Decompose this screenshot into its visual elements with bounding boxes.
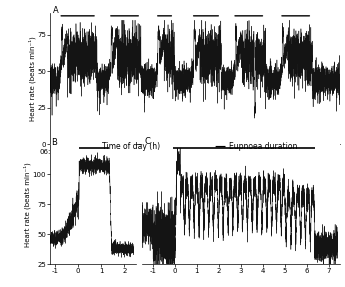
Text: Time of day (h): Time of day (h) [102,142,160,151]
Text: —: — [214,142,225,152]
Text: Eupnoea duration: Eupnoea duration [229,142,298,151]
Y-axis label: Heart rate (beats min⁻¹): Heart rate (beats min⁻¹) [23,162,31,247]
Text: C: C [144,137,150,146]
Text: A: A [53,6,59,15]
Y-axis label: Heart rate (beats min⁻¹): Heart rate (beats min⁻¹) [28,36,36,121]
Text: B: B [51,138,57,147]
